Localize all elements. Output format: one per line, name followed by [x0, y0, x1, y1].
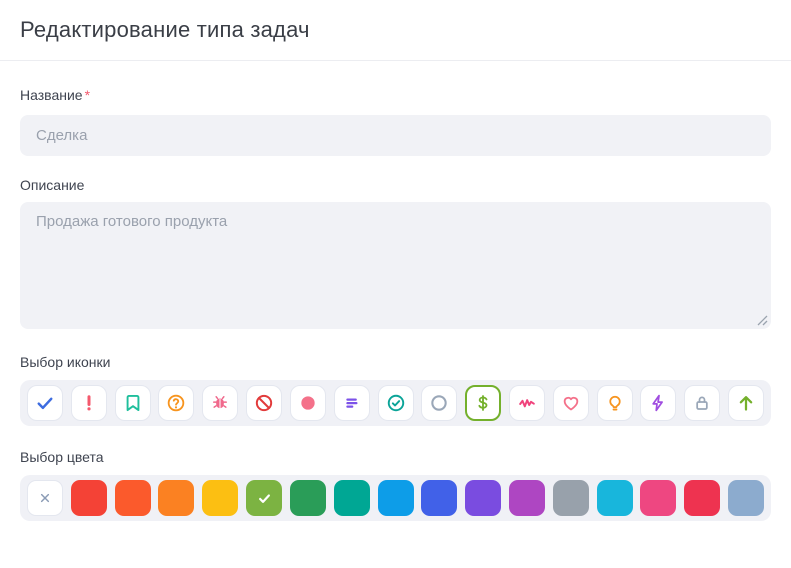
color-option-4161e8[interactable]	[421, 480, 458, 516]
dollar-icon	[478, 395, 488, 411]
color-picker-label: Выбор цвета	[20, 449, 104, 465]
icon-picker-label: Выбор иконки	[20, 354, 111, 370]
bulb-icon	[608, 395, 621, 411]
activity-icon	[519, 399, 535, 408]
zap-icon	[652, 394, 664, 412]
icon-option-ban[interactable]	[246, 385, 283, 421]
lock-icon	[696, 396, 708, 410]
icon-option-bug[interactable]	[202, 385, 239, 421]
color-option-fb8122[interactable]	[158, 480, 195, 516]
resize-handle-icon[interactable]	[756, 314, 768, 326]
required-asterisk: *	[84, 87, 91, 103]
page-title: Редактирование типа задач	[20, 17, 310, 42]
bookmark-icon	[126, 394, 139, 412]
icon-option-circle-filled[interactable]	[289, 385, 326, 421]
color-picker	[20, 475, 771, 521]
icon-option-circle-outline[interactable]	[421, 385, 458, 421]
color-option-18b6dc[interactable]	[596, 480, 633, 516]
icon-option-dollar-selected[interactable]	[465, 385, 502, 421]
icon-option-bulb[interactable]	[596, 385, 633, 421]
description-label: Описание	[20, 177, 85, 193]
icon-option-heart[interactable]	[552, 385, 589, 421]
name-label-text: Название	[20, 87, 83, 103]
color-option-8cabce[interactable]	[728, 480, 764, 516]
description-field-wrap	[20, 202, 771, 329]
bug-icon	[213, 396, 228, 409]
color-option-f44236[interactable]	[70, 480, 107, 516]
icon-option-activity[interactable]	[508, 385, 545, 421]
description-textarea[interactable]	[20, 202, 771, 329]
color-option-2a9d58[interactable]	[289, 480, 326, 516]
icon-option-bookmark[interactable]	[114, 385, 151, 421]
color-option-00a794[interactable]	[333, 480, 370, 516]
color-option-ae46c2[interactable]	[508, 480, 545, 516]
circle-check-icon	[387, 394, 404, 412]
dialog-body: Название* Описание Выбор иконки Выбор цв…	[0, 87, 791, 521]
circle-filled-icon	[301, 396, 315, 410]
color-option-fb5a2c[interactable]	[114, 480, 151, 516]
arrow-up-icon	[739, 396, 753, 411]
icon-option-bars[interactable]	[333, 385, 370, 421]
help-circle-icon	[168, 394, 185, 412]
icon-option-help-circle[interactable]	[158, 385, 195, 421]
color-option-0d9de8[interactable]	[377, 480, 414, 516]
dialog-header: Редактирование типа задач	[0, 0, 791, 61]
color-option-7a4ce0[interactable]	[465, 480, 502, 516]
bars-icon	[346, 398, 358, 408]
icon-option-arrow-up[interactable]	[728, 385, 764, 421]
color-option-ee3350[interactable]	[684, 480, 721, 516]
icon-option-circle-check[interactable]	[377, 385, 414, 421]
circle-outline-icon	[431, 395, 448, 411]
icon-option-lock[interactable]	[684, 385, 721, 421]
name-label: Название *	[20, 87, 771, 104]
icon-picker	[20, 380, 771, 426]
name-input[interactable]	[20, 115, 771, 156]
exclamation-icon	[87, 395, 91, 411]
check-icon	[37, 397, 53, 410]
color-option-98a1ab[interactable]	[552, 480, 589, 516]
color-option-7cb342-selected[interactable]	[246, 480, 283, 516]
icon-option-zap[interactable]	[640, 385, 677, 421]
color-option-none[interactable]	[27, 480, 63, 516]
color-option-ee4781[interactable]	[640, 480, 677, 516]
heart-icon	[563, 396, 579, 411]
color-option-fcbf12[interactable]	[202, 480, 239, 516]
ban-icon	[255, 394, 273, 412]
icon-option-check[interactable]	[27, 385, 63, 421]
clear-color-icon	[40, 493, 50, 503]
selected-check-icon	[258, 493, 270, 503]
icon-option-exclamation[interactable]	[70, 385, 107, 421]
